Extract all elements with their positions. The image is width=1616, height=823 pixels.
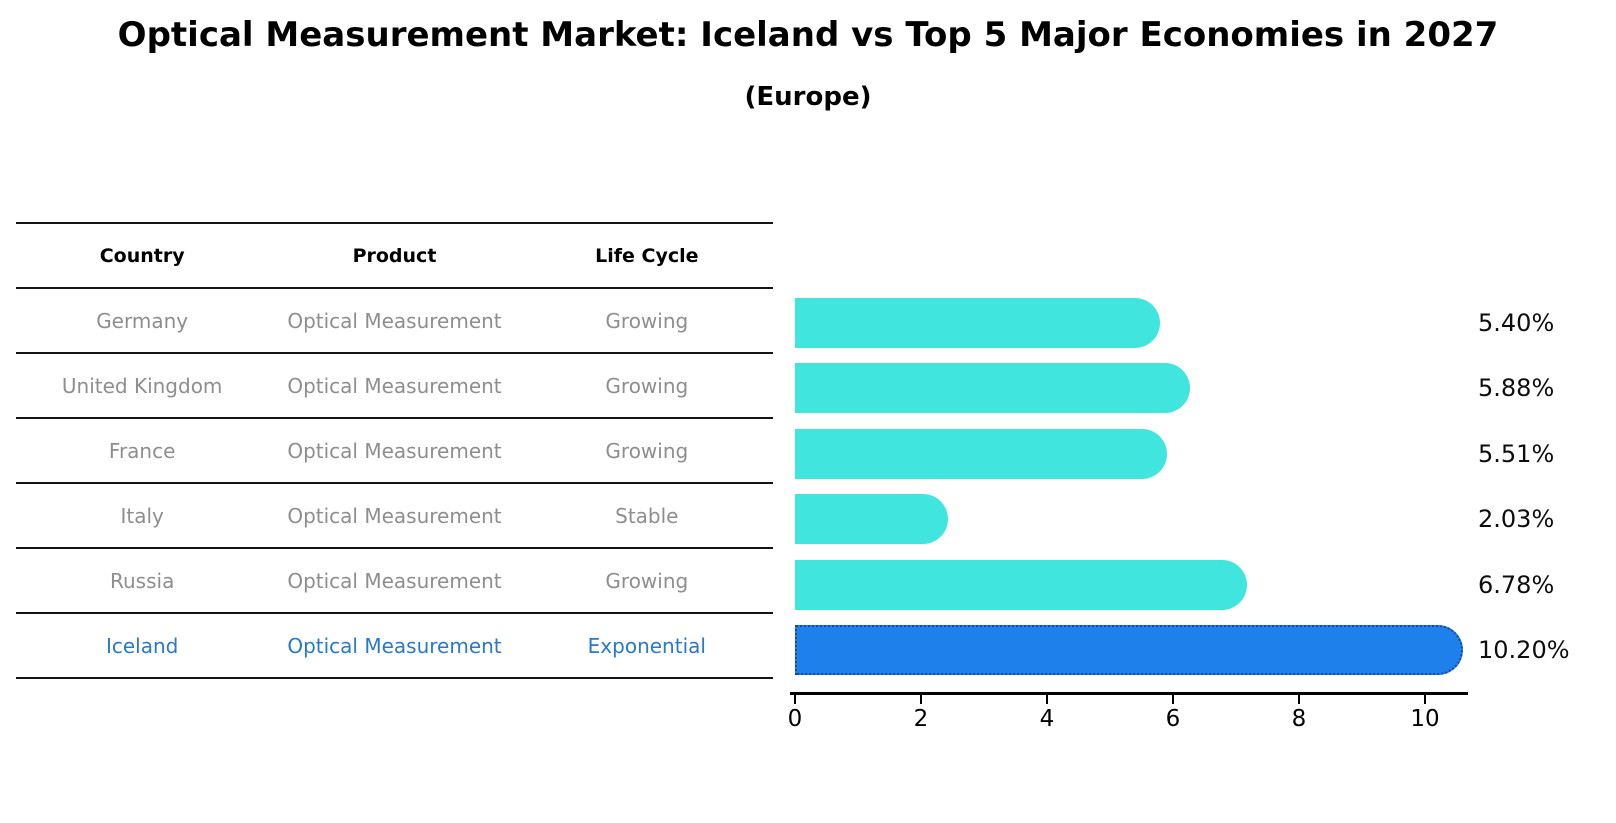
x-tick-label: 6 — [1165, 706, 1181, 732]
bar-iceland — [795, 625, 1463, 676]
x-tick-label: 10 — [1410, 706, 1440, 732]
life-cycle-cell: Growing — [605, 308, 689, 333]
product-cell: Optical Measurement — [287, 438, 502, 463]
x-tick-mark — [794, 695, 796, 704]
life-cycle-cell: Stable — [615, 503, 679, 528]
table-row-russia: Russia Optical Measurement Growing — [16, 549, 773, 614]
table-row-iceland: Iceland Optical Measurement Exponential — [16, 614, 773, 679]
country-table: Country Product Life Cycle Germany Optic… — [16, 222, 773, 679]
bar-united-kingdom — [795, 363, 1191, 414]
column-header-product: Product — [352, 244, 437, 267]
chart-title: Optical Measurement Market: Iceland vs T… — [117, 15, 1499, 55]
product-cell: Optical Measurement — [287, 633, 502, 658]
life-cycle-cell: Growing — [605, 373, 689, 398]
bar-france — [795, 428, 1168, 479]
value-label-iceland: 10.20% — [1478, 636, 1570, 665]
country-cell: Russia — [110, 568, 175, 593]
life-cycle-cell: Growing — [605, 438, 689, 463]
value-label-italy: 2.03% — [1478, 505, 1555, 534]
x-tick-mark — [1172, 695, 1174, 704]
x-tick-label: 4 — [1039, 706, 1055, 732]
country-cell: Italy — [120, 503, 164, 528]
x-tick-label: 0 — [787, 706, 803, 732]
table-row-italy: Italy Optical Measurement Stable — [16, 484, 773, 549]
country-cell: Iceland — [105, 633, 179, 658]
column-header-country: Country — [99, 244, 185, 267]
country-cell: Germany — [96, 308, 189, 333]
value-label-united-kingdom: 5.88% — [1478, 374, 1555, 403]
x-tick-label: 2 — [913, 706, 929, 732]
x-tick-mark — [920, 695, 922, 704]
table-row-united-kingdom: United Kingdom Optical Measurement Growi… — [16, 354, 773, 419]
product-cell: Optical Measurement — [287, 503, 502, 528]
x-tick-mark — [1046, 695, 1048, 704]
value-label-france: 5.51% — [1478, 439, 1555, 468]
value-label-russia: 6.78% — [1478, 570, 1555, 599]
x-tick-label: 8 — [1291, 706, 1307, 732]
product-cell: Optical Measurement — [287, 373, 502, 398]
bar-russia — [795, 559, 1248, 610]
product-cell: Optical Measurement — [287, 568, 502, 593]
chart-subtitle: (Europe) — [744, 82, 872, 112]
bar-germany — [795, 297, 1161, 348]
x-tick-mark — [1424, 695, 1426, 704]
country-cell: United Kingdom — [61, 373, 223, 398]
life-cycle-cell: Growing — [605, 568, 689, 593]
column-header-life-cycle: Life Cycle — [595, 244, 699, 267]
bar-italy — [795, 494, 948, 545]
table-row-germany: Germany Optical Measurement Growing — [16, 289, 773, 354]
product-cell: Optical Measurement — [287, 308, 502, 333]
x-tick-mark — [1298, 695, 1300, 704]
table-header-row: Country Product Life Cycle — [16, 222, 773, 289]
x-axis-line — [790, 692, 1468, 695]
country-cell: France — [108, 438, 176, 463]
value-label-germany: 5.40% — [1478, 308, 1555, 337]
table-row-france: France Optical Measurement Growing — [16, 419, 773, 484]
life-cycle-cell: Exponential — [587, 633, 706, 658]
